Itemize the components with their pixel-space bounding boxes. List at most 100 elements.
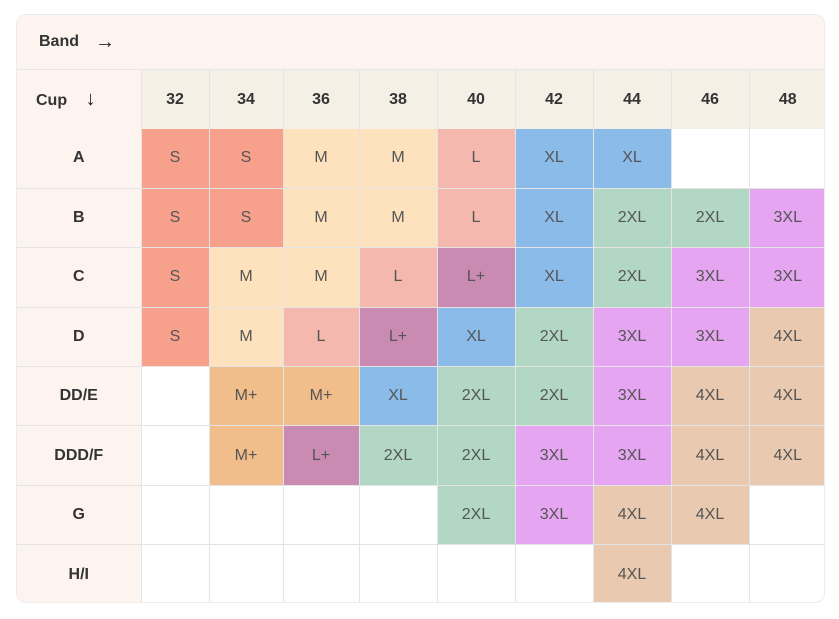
size-cell: M [282,247,360,308]
size-cell: 3XL [514,484,594,546]
size-cell: M+ [208,425,284,486]
size-cell: 3XL [670,247,750,308]
size-cell: M+ [282,366,360,427]
size-cell: M [282,187,360,249]
band-header-44: 44 [592,70,672,129]
size-cell: 4XL [592,484,672,546]
band-header: Band → [17,15,824,70]
arrow-right-icon: → [95,30,115,53]
size-cell: L [358,247,438,308]
size-cell [282,544,360,602]
size-cell: M [208,306,284,368]
size-cell: 2XL [592,247,672,308]
size-cell [282,484,360,546]
size-cell [748,484,824,546]
size-cell: M+ [208,366,284,427]
size-cell: 4XL [670,484,750,546]
table-row: H/I 4XL [17,544,824,602]
band-header-42: 42 [514,70,594,129]
size-cell: 2XL [670,187,750,249]
size-cell: 2XL [436,425,516,486]
cup-label-cell: DDD/F [17,425,142,486]
band-header-40: 40 [436,70,516,129]
table-row: B S S M M L XL 2XL 2XL 3XL [17,187,824,249]
size-chart-card: Band → Cup ↓ 32 34 36 38 40 42 44 46 48 A S S M M L XL… [16,14,825,603]
size-cell: 3XL [670,306,750,368]
cup-label-cell: A [17,129,142,189]
size-cell [748,129,824,189]
size-cell: S [140,247,210,308]
size-cell: S [140,187,210,249]
size-cell: M [358,129,438,189]
table-row: C S M M L L+ XL 2XL 3XL 3XL [17,247,824,308]
size-cell: 3XL [592,425,672,486]
size-cell [514,544,594,602]
size-cell: 2XL [592,187,672,249]
size-cell: 4XL [670,425,750,486]
size-cell: 4XL [748,425,824,486]
band-header-32: 32 [140,70,210,129]
size-cell: M [282,129,360,189]
band-header-46: 46 [670,70,750,129]
cup-label: Cup [36,92,68,109]
size-cell [358,544,438,602]
size-cell: 3XL [748,187,824,249]
size-cell: XL [358,366,438,427]
size-cell [436,544,516,602]
size-cell: 4XL [670,366,750,427]
size-cell: XL [436,306,516,368]
cup-label-cell: DD/E [17,366,142,427]
size-cell: 2XL [358,425,438,486]
band-header-36: 36 [282,70,360,129]
band-header-row: Cup ↓ 32 34 36 38 40 42 44 46 48 [17,70,824,129]
size-cell: L+ [436,247,516,308]
cup-label-cell: B [17,187,142,249]
table-row: A S S M M L XL XL [17,129,824,189]
cup-label-cell: H/I [17,544,142,602]
size-cell: XL [514,187,594,249]
size-cell [358,484,438,546]
size-cell: S [140,129,210,189]
size-cell: S [208,129,284,189]
size-cell: L [436,187,516,249]
size-cell: 3XL [592,366,672,427]
size-chart-table: Cup ↓ 32 34 36 38 40 42 44 46 48 A S S M M L XL XL B S S M M… [17,70,824,602]
size-cell: L+ [282,425,360,486]
size-cell: 2XL [514,366,594,427]
size-cell: 2XL [514,306,594,368]
size-cell: L [436,129,516,189]
size-cell [208,544,284,602]
band-header-38: 38 [358,70,438,129]
size-cell: XL [592,129,672,189]
size-cell [670,544,750,602]
size-cell: XL [514,129,594,189]
size-cell [140,425,210,486]
size-cell: M [208,247,284,308]
size-cell: 3XL [592,306,672,368]
size-cell: S [208,187,284,249]
size-cell: 4XL [748,366,824,427]
size-cell [208,484,284,546]
cup-label-cell: G [17,484,142,546]
size-cell: 2XL [436,484,516,546]
size-cell: 4XL [748,306,824,368]
cup-header-cell: Cup ↓ [17,70,142,129]
size-cell: L+ [358,306,438,368]
band-label: Band [39,33,79,50]
size-cell [670,129,750,189]
cup-label-cell: D [17,306,142,368]
band-header-48: 48 [748,70,824,129]
size-cell [140,484,210,546]
size-cell: 2XL [436,366,516,427]
table-row: D S M L L+ XL 2XL 3XL 3XL 4XL [17,306,824,368]
size-cell: 4XL [592,544,672,602]
cup-label-cell: C [17,247,142,308]
size-cell [140,366,210,427]
size-cell: XL [514,247,594,308]
table-row: DD/E M+ M+ XL 2XL 2XL 3XL 4XL 4XL [17,366,824,427]
size-cell: S [140,306,210,368]
size-cell: 3XL [514,425,594,486]
arrow-down-icon: ↓ [85,88,96,110]
band-header-34: 34 [208,70,284,129]
size-cell [748,544,824,602]
